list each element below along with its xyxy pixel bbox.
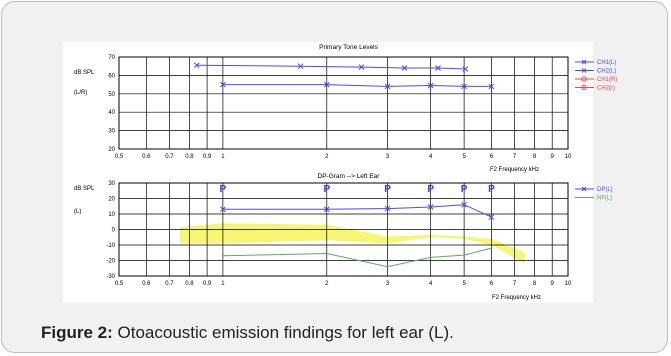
caption-label: Figure 2: xyxy=(41,323,113,342)
data-point xyxy=(435,65,441,71)
pass-marker: P xyxy=(488,184,495,195)
plot-frame xyxy=(118,182,569,277)
x-tick-label: 0.6 xyxy=(142,154,151,160)
x-tick-label: 0.8 xyxy=(185,281,194,287)
x-axis-label: F2 Frequency kHz xyxy=(492,295,541,301)
pass-marker: P xyxy=(427,184,434,195)
y-tick-label: 70 xyxy=(108,55,115,61)
data-point xyxy=(323,206,330,213)
legend-entry: CH1(L) xyxy=(597,60,616,66)
legend-marker xyxy=(581,84,587,91)
x-tick-label: 8 xyxy=(533,281,537,287)
data-point xyxy=(220,206,226,213)
data-point xyxy=(384,83,391,90)
data-point xyxy=(461,201,467,208)
y-tick-label: 40 xyxy=(108,110,115,116)
pass-marker: P xyxy=(461,184,468,195)
x-tick-label: 2 xyxy=(325,154,329,160)
data-point xyxy=(193,62,200,69)
x-tick-label: 1 xyxy=(221,281,225,287)
x-tick-label: 9 xyxy=(551,281,555,287)
y-axis-label: dB SPL xyxy=(74,70,95,76)
x-tick-label: 1 xyxy=(221,154,225,160)
data-point xyxy=(401,65,408,71)
x-tick-label: 6 xyxy=(490,281,494,287)
data-point xyxy=(488,83,495,90)
series-line xyxy=(222,204,492,218)
x-tick-label: 6 xyxy=(490,154,494,160)
y-tick-label: 50 xyxy=(108,92,115,98)
x-tick-label: 2 xyxy=(325,281,329,287)
y-tick-label: 30 xyxy=(108,129,115,135)
y-tick-label: -20 xyxy=(106,259,115,265)
y-tick-label: -30 xyxy=(106,274,115,280)
x-tick-label: 7 xyxy=(513,154,517,160)
plot-frame xyxy=(118,56,569,150)
x-tick-label: 10 xyxy=(565,154,572,160)
x-tick-label: 10 xyxy=(565,281,572,287)
x-tick-label: 9 xyxy=(551,154,555,160)
y-axis-label: dB SPL xyxy=(74,186,95,192)
data-point xyxy=(461,83,467,90)
data-point xyxy=(427,204,434,210)
legend-marker xyxy=(581,186,587,192)
x-axis-label: F2 Frequency kHz xyxy=(490,167,539,173)
x-tick-label: 0.9 xyxy=(203,154,212,160)
series-line xyxy=(222,84,492,87)
pass-marker: P xyxy=(323,184,330,195)
series-line xyxy=(222,247,492,268)
y-axis-sublabel: (L/R) xyxy=(74,90,87,96)
x-tick-label: 3 xyxy=(386,154,390,160)
y-tick-label: 10 xyxy=(108,212,115,218)
y-axis-sublabel: (L) xyxy=(74,209,81,215)
legend-marker xyxy=(581,76,587,82)
legend-marker xyxy=(581,68,587,73)
x-tick-label: 4 xyxy=(429,281,433,287)
data-point xyxy=(220,81,226,88)
x-tick-label: 0.6 xyxy=(142,281,151,287)
x-tick-label: 7 xyxy=(513,281,517,287)
chart-title: Primary Tone Levels xyxy=(319,44,379,51)
x-tick-label: 8 xyxy=(533,154,537,160)
y-tick-label: 20 xyxy=(108,197,115,203)
legend-entry: NF(L) xyxy=(597,196,612,202)
series-line xyxy=(196,64,466,70)
x-tick-label: 5 xyxy=(462,154,466,160)
chart-title: DP-Gram --> Left Ear xyxy=(318,173,381,180)
y-tick-label: -10 xyxy=(106,243,115,249)
y-tick-label: 0 xyxy=(112,228,116,234)
legend-entry: CH2(r) xyxy=(597,86,615,92)
x-tick-label: 0.5 xyxy=(115,154,124,160)
x-tick-label: 0.9 xyxy=(203,281,212,287)
legend-entry: CH2(L) xyxy=(597,69,616,75)
figure-caption: Figure 2: Otoacoustic emission findings … xyxy=(41,323,454,343)
y-tick-label: 30 xyxy=(108,181,115,187)
data-point xyxy=(427,82,434,89)
x-tick-label: 0.7 xyxy=(165,281,174,287)
x-tick-label: 4 xyxy=(429,154,433,160)
x-tick-label: 5 xyxy=(462,281,466,287)
x-tick-label: 0.5 xyxy=(115,281,124,287)
data-point xyxy=(384,205,391,212)
data-point xyxy=(323,81,330,88)
x-tick-label: 3 xyxy=(386,281,390,287)
data-point xyxy=(358,64,365,70)
data-point xyxy=(462,66,469,72)
data-point xyxy=(488,214,495,220)
legend-entry: DP(L) xyxy=(597,187,613,193)
pass-marker: P xyxy=(220,184,227,195)
x-tick-label: 0.8 xyxy=(185,154,194,160)
noise-band-area xyxy=(179,223,525,264)
y-tick-label: 20 xyxy=(108,147,115,153)
data-point xyxy=(297,63,304,70)
pass-marker: P xyxy=(384,184,391,195)
x-tick-label: 0.7 xyxy=(165,154,174,160)
caption-text: Otoacoustic emission findings for left e… xyxy=(112,323,454,342)
legend-marker xyxy=(581,59,587,65)
y-tick-label: 60 xyxy=(108,73,115,79)
legend-entry: CH1(R) xyxy=(597,77,617,83)
